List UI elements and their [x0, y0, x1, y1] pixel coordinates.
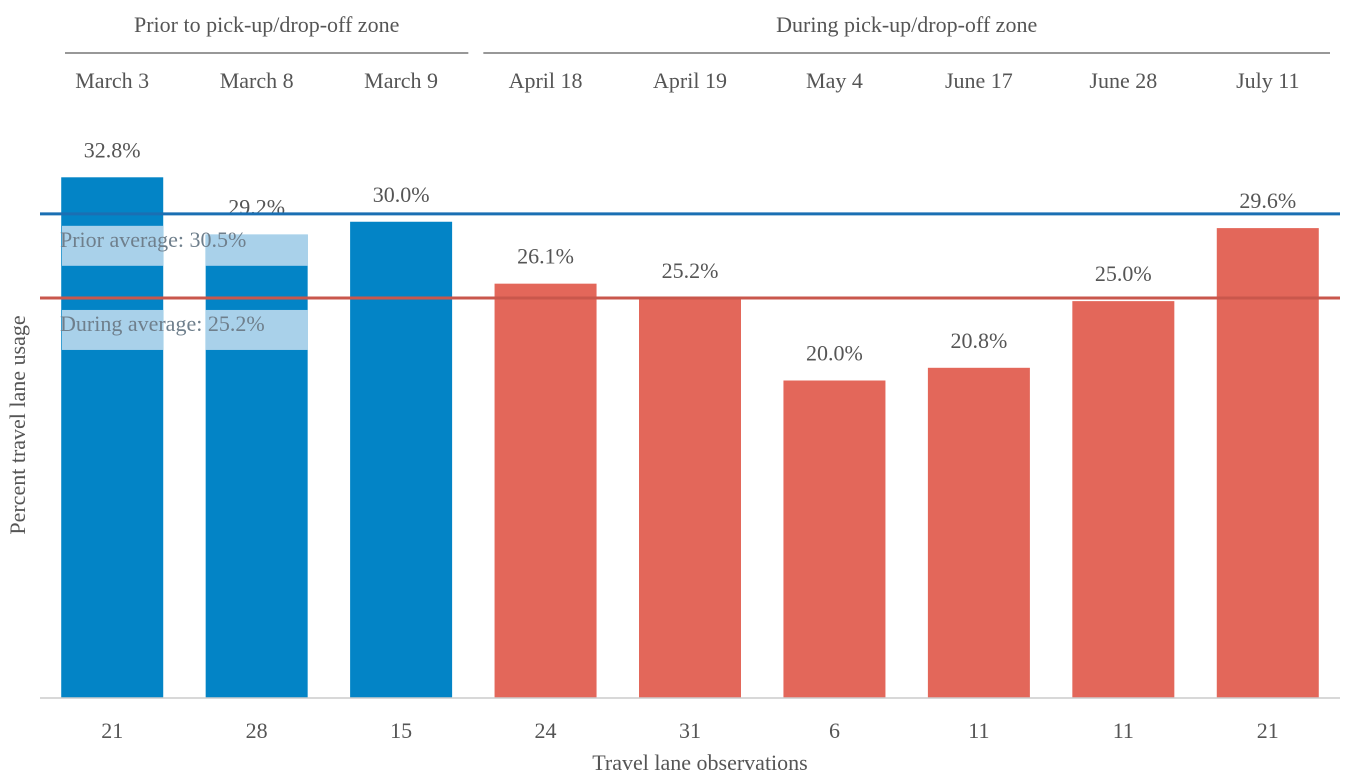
x-tick-label: March 9 — [364, 68, 438, 93]
data-label: 30.0% — [373, 182, 430, 207]
x-tick-label: March 8 — [220, 68, 294, 93]
x-tick-label: March 3 — [75, 68, 149, 93]
x-tick-label: July 11 — [1236, 68, 1299, 93]
observation-count: 31 — [679, 718, 701, 743]
observation-count: 11 — [1113, 718, 1134, 743]
x-tick-label: May 4 — [806, 68, 863, 93]
reference-label-text: Prior average: 30.5% — [60, 227, 246, 252]
bar — [350, 221, 453, 698]
reference-label: Prior average: 30.5% — [60, 225, 350, 266]
data-label: 32.8% — [84, 137, 141, 162]
group-header: Prior to pick-up/drop-off zone — [134, 12, 399, 37]
data-label: 25.2% — [662, 258, 719, 283]
observation-count: 6 — [829, 718, 840, 743]
observation-count: 24 — [535, 718, 557, 743]
bar — [1216, 228, 1319, 698]
observation-count: 28 — [246, 718, 268, 743]
data-label: 20.8% — [950, 328, 1007, 353]
observation-count: 21 — [101, 718, 123, 743]
reference-label: During average: 25.2% — [60, 309, 350, 350]
x-axis-title: Travel lane observations — [592, 750, 807, 775]
x-tick-label: June 17 — [945, 68, 1013, 93]
data-label: 25.0% — [1095, 261, 1152, 286]
observation-count: 11 — [968, 718, 989, 743]
data-label: 29.6% — [1239, 188, 1296, 213]
data-label: 26.1% — [517, 244, 574, 269]
bar — [1072, 301, 1175, 698]
group-header: During pick-up/drop-off zone — [776, 12, 1037, 37]
bar — [205, 234, 308, 698]
data-label: 29.2% — [228, 194, 285, 219]
bar — [927, 367, 1030, 698]
data-label: 20.0% — [806, 341, 863, 366]
reference-label-text: During average: 25.2% — [60, 311, 265, 336]
x-tick-label: April 18 — [509, 68, 583, 93]
bar — [783, 380, 886, 698]
x-tick-label: June 28 — [1089, 68, 1157, 93]
bar — [494, 283, 597, 698]
x-tick-label: April 19 — [653, 68, 727, 93]
y-axis-title: Percent travel lane usage — [5, 315, 30, 534]
reference-label-bg — [62, 309, 350, 350]
bar — [639, 297, 741, 698]
observation-count: 15 — [390, 718, 412, 743]
observation-count: 21 — [1257, 718, 1279, 743]
